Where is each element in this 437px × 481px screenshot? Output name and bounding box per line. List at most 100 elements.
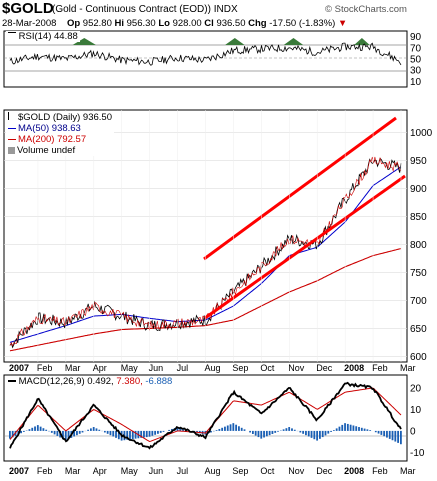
macd-histogram-bar [394,430,397,442]
macd-histogram-bar [332,430,335,431]
macd-histogram-bar [302,430,305,434]
chart-symbol: $GOLD [2,0,54,17]
x-axis-label: Apr [93,363,107,373]
x-axis-label: Feb [372,363,388,373]
x-axis-label-bottom: Feb [37,466,53,476]
macd-histogram-bar [293,429,296,431]
x-axis-label-bottom: Apr [93,466,107,476]
macd-histogram-bar [103,430,106,433]
rsi-overbought-area [283,38,304,45]
macd-histogram-bar [240,427,243,431]
macd-histogram-bar [196,430,198,433]
macd-histogram-bar [274,430,277,433]
macd-histogram-bar [45,429,48,431]
x-axis-label-bottom: Jun [149,466,164,476]
description-text: (Gold - Continuous Contract (EOD)) [52,4,211,15]
legend-main-text: $GOLD (Daily) 936.50 [18,112,112,123]
macd-histogram-bar [87,429,89,431]
legend-main: $GOLD (Daily) 936.50 [8,112,112,123]
macd-histogram-bar [310,430,313,438]
x-axis-label: 2008 [344,363,364,373]
macd-histogram-bar [383,430,386,437]
macd-histogram-bar [374,430,377,433]
macd-histogram-bar [251,430,254,434]
x-axis-label-bottom: Jul [177,466,189,476]
macd-histogram-bar [198,430,201,434]
macd-histogram-bar [95,428,98,431]
macd-histogram-bar [221,427,224,431]
macd-histogram-bar [243,429,246,431]
macd-histogram-bar [168,429,170,431]
macd-histogram-bar [363,428,366,431]
x-axis-label: Oct [260,363,275,373]
macd-histogram-bar [291,428,293,431]
macd-histogram-bar [254,430,257,436]
x-axis-label: Mar [65,363,81,373]
macd-histogram-bar [28,429,31,431]
macd-histogram-bar [229,424,232,431]
macd-histogram-bar [335,428,338,431]
legend-ma50-text: MA(50) 938.63 [18,123,81,134]
price-tick-label: 750 [410,268,427,279]
macd-histogram-bar [257,430,260,438]
x-axis-label-bottom: May [121,466,139,476]
macd-histogram-bar [53,430,56,435]
macd-histogram-bar [154,430,157,435]
legend-volume-text: Volume undef [17,145,76,156]
high-label: Hi [114,18,125,29]
macd-histogram-bar [263,430,265,438]
open-label: Op [66,18,81,29]
macd-histogram-bar [226,425,229,431]
channel-upper-line [203,116,397,261]
legend-ma200-text: MA(200) 792.57 [18,134,87,145]
macd-tick-label: -10 [410,448,425,459]
quote-line: 28-Mar-2008 Op 952.80 Hi 956.30 Lo 928.0… [2,18,347,29]
macd-histogram-bar [324,430,327,436]
macd-histogram-bar [42,428,45,431]
macd-tick-label: 20 [410,383,422,394]
x-axis-label-bottom: 2008 [344,466,364,476]
price-tick-label: 600 [410,352,427,363]
macd-histogram-bar [215,430,218,431]
volume-swatch-icon [8,146,15,154]
macd-histogram-bar [341,424,344,431]
x-axis-label-bottom: Sep [232,466,248,476]
quote-date: 28-Mar-2008 [2,18,57,29]
macd-histogram-bar [265,430,268,437]
macd-histogram-bar [346,423,349,431]
macd-histogram-bar [182,428,184,431]
close-label: Cl [204,18,214,29]
x-axis-label-bottom: Dec [316,466,333,476]
macd-histogram-bar [151,430,154,436]
x-axis-label-bottom: Nov [288,466,305,476]
rsi-tick-label: 10 [410,77,422,88]
macd-histogram-bar [377,430,380,434]
macd-histogram-bar [76,430,78,436]
macd-histogram-bar [238,426,240,431]
bar-icon [8,112,16,120]
macd-histogram-bar [307,430,310,437]
macd-histogram-bar [344,423,346,431]
macd-histogram-bar [358,427,360,431]
low-label: Lo [158,18,170,29]
macd-histogram-bar [299,430,302,433]
rsi-legend-text: RSI(14) 44.88 [18,31,78,42]
macd-histogram-bar [64,430,67,441]
price-tick-label: 1000 [410,128,433,139]
rsi-tick-label: 90 [410,32,422,43]
x-axis-label: May [121,363,139,373]
price-tick-label: 700 [410,296,427,307]
rsi-legend: RSI(14) 44.88 [6,31,80,42]
watermark: © StockCharts.com [325,4,407,15]
macd-histogram-bar [73,430,76,437]
macd-histogram-bar [349,424,352,431]
macd-histogram-bar [224,426,226,431]
change-value: -17.50 (-1.83%) [269,18,336,29]
rsi-overbought-area [72,38,97,45]
legend-ma50: MA(50) 938.63 [8,123,112,134]
macd-legend-hist: -6.888 [145,376,173,387]
price-tick-label: 650 [410,324,427,335]
high-value: 956.30 [126,18,156,29]
macd-histogram-bar [62,430,64,440]
